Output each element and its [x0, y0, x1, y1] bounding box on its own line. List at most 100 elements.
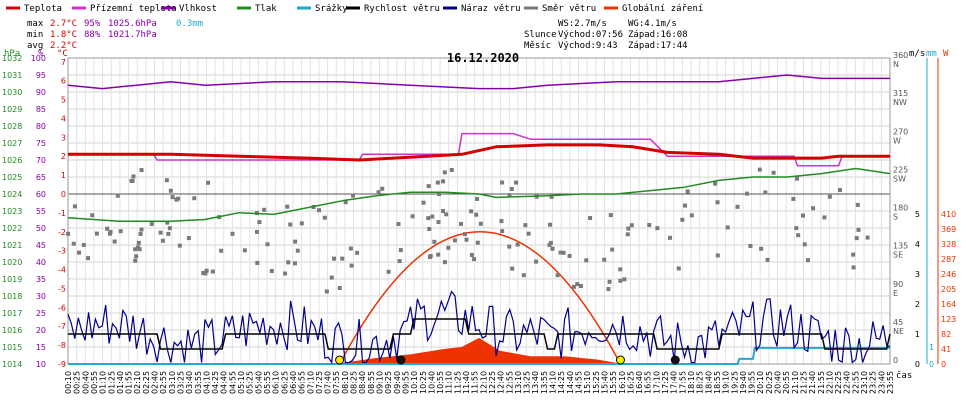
legend-label: Tlak — [255, 4, 277, 14]
wind-direction-point — [854, 236, 859, 241]
wind-direction-point — [165, 220, 170, 225]
wind-direction-point — [351, 193, 356, 198]
x-tick-label: 13:25 — [523, 371, 532, 394]
wind-direction-point — [464, 237, 469, 242]
wind-direction-point — [410, 214, 415, 219]
wind-direction-point — [510, 266, 515, 271]
wind-direction-point — [293, 239, 298, 244]
x-tick-label: 05:40 — [254, 371, 263, 394]
x-tick-label: 00:10 — [64, 371, 73, 394]
wind-direction-point — [507, 244, 512, 249]
wind-direction-point — [523, 223, 528, 228]
x-tick-label: 00:25 — [73, 371, 82, 394]
axis-hpa-tick: 1026 — [2, 156, 22, 165]
wind-direction-point — [174, 197, 179, 202]
axis-hpa-tick: 1030 — [2, 88, 22, 97]
wind-direction-point — [396, 222, 401, 227]
axis-pct-tick: 90 — [36, 88, 46, 97]
x-tick-label: 18:10 — [687, 371, 696, 394]
axis-pct-tick: 70 — [36, 156, 46, 165]
x-tick-label: 22:40 — [843, 371, 852, 394]
axis-hpa-tick: 1028 — [2, 122, 22, 131]
x-tick-label: 23:40 — [877, 371, 886, 394]
series-srážky — [68, 346, 890, 365]
wind-direction-point — [625, 232, 630, 237]
x-tick-label: 21:40 — [808, 371, 817, 394]
axis-degc-tick: -6 — [58, 303, 66, 312]
x-tick-label: 09:10 — [375, 371, 384, 394]
wind-direction-point — [715, 200, 720, 205]
wind-direction-point — [137, 247, 142, 252]
wind-direction-point — [299, 221, 304, 226]
axis-hpa-tick: 1015 — [2, 343, 22, 352]
x-tick-label: 14:10 — [549, 371, 558, 394]
info-moonrise: Východ:9:43 — [558, 41, 618, 51]
axis-dir-tick-label: S — [893, 213, 898, 222]
axis-hpa-tick: 1024 — [2, 190, 22, 199]
series-naraz-vetru — [67, 290, 891, 365]
x-tick-label: 07:25 — [315, 371, 324, 394]
x-tick-label: 15:55 — [609, 371, 618, 394]
axis-ms-tick: 1 — [915, 330, 920, 339]
wind-direction-point — [166, 231, 171, 236]
x-tick-label: 04:40 — [220, 371, 229, 394]
axis-degc-tick: 2 — [61, 152, 66, 161]
axis-pct-tick: 100 — [31, 54, 46, 63]
wind-direction-point — [575, 282, 580, 287]
wind-direction-point — [442, 170, 447, 175]
wind-direction-point — [160, 238, 165, 243]
x-tick-label: 02:10 — [133, 371, 142, 394]
x-tick-label: 02:25 — [142, 371, 151, 394]
wind-direction-point — [71, 241, 76, 246]
x-tick-label: 08:55 — [367, 371, 376, 394]
x-tick-label: 07:55 — [332, 371, 341, 394]
axis-hpa-tick: 1021 — [2, 241, 22, 250]
axis-w-tick: 246 — [941, 270, 956, 279]
wind-direction-point — [115, 193, 120, 198]
wind-direction-point — [452, 238, 457, 243]
x-axis-label: čas — [896, 370, 912, 381]
stats-max-press: 1025.6hPa — [108, 19, 157, 29]
x-tick-label: 21:25 — [799, 371, 808, 394]
x-tick-label: 13:40 — [531, 371, 540, 394]
wind-direction-point — [499, 219, 504, 224]
wind-direction-point — [685, 189, 690, 194]
x-tick-label: 17:40 — [670, 371, 679, 394]
wind-direction-point — [765, 257, 770, 262]
stats-min-temp: 1.8°C — [50, 30, 77, 40]
x-tick-label: 00:40 — [81, 371, 90, 394]
x-tick-label: 08:40 — [358, 371, 367, 394]
wind-direction-point — [230, 231, 235, 236]
x-tick-label: 15:40 — [600, 371, 609, 394]
axis-degc-tick: 5 — [61, 96, 66, 105]
wind-direction-point — [449, 168, 454, 173]
axis-hpa-tick: 1027 — [2, 139, 22, 148]
axis-pct-tick: 85 — [36, 105, 46, 114]
wind-direction-point — [317, 208, 322, 213]
x-tick-label: 14:40 — [566, 371, 575, 394]
axis-w-tick: 369 — [941, 225, 956, 234]
wind-direction-point — [472, 257, 477, 262]
wind-direction-point — [380, 186, 385, 191]
wind-direction-point — [689, 213, 694, 218]
axis-degc-tick: -5 — [58, 284, 66, 293]
x-tick-label: 09:55 — [401, 371, 410, 394]
wind-direction-point — [811, 206, 816, 211]
wind-direction-point — [534, 259, 539, 264]
wind-direction-point — [131, 174, 136, 179]
wind-direction-point — [295, 248, 300, 253]
axis-pct-tick: 80 — [36, 122, 46, 131]
wind-direction-point — [475, 196, 480, 201]
axis-hpa-unit: hPa — [4, 49, 20, 59]
wind-direction-point — [72, 204, 77, 209]
x-tick-label: 09:25 — [384, 371, 393, 394]
x-tick-label: 01:25 — [107, 371, 116, 394]
axis-degc-tick: 4 — [61, 114, 66, 123]
info-moonset: Západ:17:44 — [628, 41, 688, 51]
wind-direction-point — [134, 254, 139, 259]
x-tick-label: 04:25 — [211, 371, 220, 394]
axis-pct-tick: 10 — [36, 360, 46, 369]
axis-hpa-tick: 1017 — [2, 309, 22, 318]
x-tick-label: 15:25 — [592, 371, 601, 394]
